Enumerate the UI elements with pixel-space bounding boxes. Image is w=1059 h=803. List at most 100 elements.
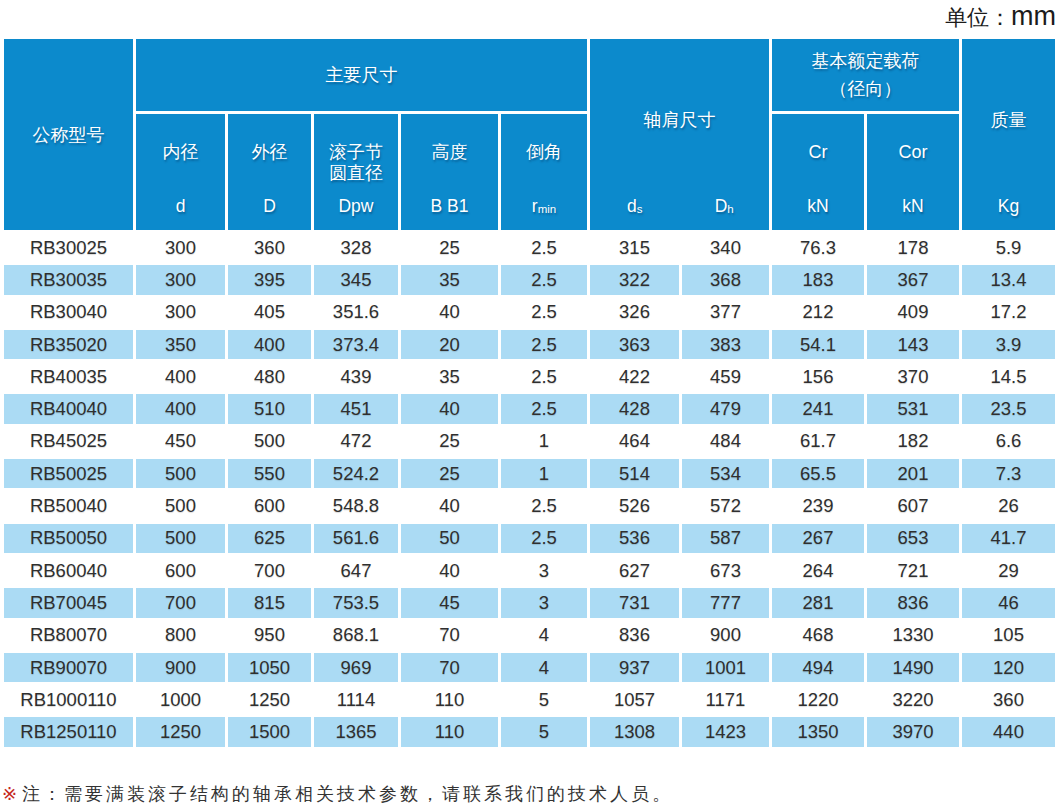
cell-bore-d: 500 xyxy=(136,491,225,520)
cell-mass-kg: 7.3 xyxy=(962,459,1055,488)
cell-chamfer-r: 5 xyxy=(501,717,587,746)
cell-shoulder-dh: 1171 xyxy=(682,685,769,714)
cell-outer-diameter: 700 xyxy=(228,556,311,585)
cell-outer-diameter: 950 xyxy=(228,621,311,650)
table-row: RB4502545050047225146448461.71826.6 xyxy=(4,427,1055,456)
cell-shoulder-ds: 937 xyxy=(590,653,679,682)
cell-load-cr: 281 xyxy=(772,588,864,617)
cell-model: RB50025 xyxy=(4,459,133,488)
cell-height-b: 70 xyxy=(401,653,498,682)
cell-load-cor: 721 xyxy=(867,556,959,585)
unit-value: mm xyxy=(1011,1,1056,31)
cell-pitch-dpw: 524.2 xyxy=(314,459,398,488)
cell-pitch-dpw: 1365 xyxy=(314,717,398,746)
cell-pitch-dpw: 753.5 xyxy=(314,588,398,617)
cell-shoulder-dh: 900 xyxy=(682,621,769,650)
cell-chamfer-r: 2.5 xyxy=(501,524,587,553)
cell-load-cr: 156 xyxy=(772,362,864,391)
cell-load-cor: 3970 xyxy=(867,717,959,746)
cell-chamfer-r: 2.5 xyxy=(501,362,587,391)
cell-bore-d: 1250 xyxy=(136,717,225,746)
cell-outer-diameter: 400 xyxy=(228,330,311,359)
cell-load-cor: 178 xyxy=(867,233,959,262)
cell-shoulder-dh: 1423 xyxy=(682,717,769,746)
cell-shoulder-dh: 534 xyxy=(682,459,769,488)
cell-height-b: 35 xyxy=(401,362,498,391)
cell-shoulder-dh: 340 xyxy=(682,233,769,262)
cell-outer-diameter: 480 xyxy=(228,362,311,391)
cell-load-cr: 1220 xyxy=(772,685,864,714)
cell-model: RB30025 xyxy=(4,233,133,262)
cell-outer-diameter: 625 xyxy=(228,524,311,553)
cell-model: RB90070 xyxy=(4,653,133,682)
cell-height-b: 25 xyxy=(401,427,498,456)
cell-bore-d: 500 xyxy=(136,459,225,488)
table-body: RB30025300360328252.531534076.31785.9RB3… xyxy=(4,233,1055,747)
cell-bore-d: 350 xyxy=(136,330,225,359)
cell-shoulder-dh: 587 xyxy=(682,524,769,553)
cell-shoulder-dh: 368 xyxy=(682,265,769,294)
cell-chamfer-r: 3 xyxy=(501,588,587,617)
cell-mass-kg: 120 xyxy=(962,653,1055,682)
cell-pitch-dpw: 351.6 xyxy=(314,298,398,327)
cell-mass-kg: 29 xyxy=(962,556,1055,585)
table-header: 公称型号 主要尺寸 轴肩尺寸 ds Dh 基本额定载荷 （径向） xyxy=(4,39,1055,230)
cell-pitch-dpw: 373.4 xyxy=(314,330,398,359)
header-model: 公称型号 xyxy=(4,39,133,230)
cell-outer-diameter: 405 xyxy=(228,298,311,327)
cell-mass-kg: 14.5 xyxy=(962,362,1055,391)
note-text: 注：需要满装滚子结构的轴承相关技术参数，请联系我们的技术人员。 xyxy=(22,784,673,803)
note-marker: ※ xyxy=(2,784,17,803)
cell-shoulder-ds: 514 xyxy=(590,459,679,488)
cell-mass-kg: 6.6 xyxy=(962,427,1055,456)
cell-load-cr: 239 xyxy=(772,491,864,520)
cell-shoulder-dh: 777 xyxy=(682,588,769,617)
cell-shoulder-ds: 1057 xyxy=(590,685,679,714)
table-row: RB40035400480439352.542245915637014.5 xyxy=(4,362,1055,391)
cell-height-b: 40 xyxy=(401,556,498,585)
cell-height-b: 40 xyxy=(401,298,498,327)
cell-load-cr: 267 xyxy=(772,524,864,553)
cell-outer-diameter: 395 xyxy=(228,265,311,294)
cell-shoulder-dh: 673 xyxy=(682,556,769,585)
cell-model: RB70045 xyxy=(4,588,133,617)
header-group-main-dimensions: 主要尺寸 xyxy=(136,39,587,111)
cell-bore-d: 300 xyxy=(136,298,225,327)
cell-mass-kg: 41.7 xyxy=(962,524,1055,553)
cell-load-cor: 409 xyxy=(867,298,959,327)
table-row: RB35020350400373.4202.536338354.11433.9 xyxy=(4,330,1055,359)
header-group-load: 基本额定载荷 （径向） xyxy=(772,39,959,111)
cell-shoulder-ds: 836 xyxy=(590,621,679,650)
cell-outer-diameter: 1250 xyxy=(228,685,311,714)
cell-model: RB1000110 xyxy=(4,685,133,714)
cell-load-cr: 61.7 xyxy=(772,427,864,456)
cell-load-cr: 65.5 xyxy=(772,459,864,488)
load-label-line1: 基本额定载荷 xyxy=(772,47,959,75)
cell-load-cor: 653 xyxy=(867,524,959,553)
cell-outer-diameter: 510 xyxy=(228,394,311,423)
cell-shoulder-ds: 627 xyxy=(590,556,679,585)
cell-model: RB40035 xyxy=(4,362,133,391)
header-group-shoulder: 轴肩尺寸 ds Dh xyxy=(590,39,769,230)
cell-height-b: 110 xyxy=(401,717,498,746)
cell-shoulder-ds: 464 xyxy=(590,427,679,456)
cell-bore-d: 600 xyxy=(136,556,225,585)
cell-chamfer-r: 5 xyxy=(501,685,587,714)
table-row: RB6004060070064740362767326472129 xyxy=(4,556,1055,585)
cell-height-b: 70 xyxy=(401,621,498,650)
cell-chamfer-r: 2.5 xyxy=(501,394,587,423)
cell-height-b: 25 xyxy=(401,459,498,488)
cell-load-cr: 212 xyxy=(772,298,864,327)
cell-load-cr: 183 xyxy=(772,265,864,294)
cell-shoulder-dh: 383 xyxy=(682,330,769,359)
cell-load-cor: 370 xyxy=(867,362,959,391)
cell-mass-kg: 26 xyxy=(962,491,1055,520)
cell-shoulder-ds: 526 xyxy=(590,491,679,520)
cell-bore-d: 450 xyxy=(136,427,225,456)
cell-load-cor: 143 xyxy=(867,330,959,359)
table-row: RB30025300360328252.531534076.31785.9 xyxy=(4,233,1055,262)
cell-chamfer-r: 3 xyxy=(501,556,587,585)
cell-load-cor: 367 xyxy=(867,265,959,294)
cell-mass-kg: 17.2 xyxy=(962,298,1055,327)
cell-load-cor: 201 xyxy=(867,459,959,488)
